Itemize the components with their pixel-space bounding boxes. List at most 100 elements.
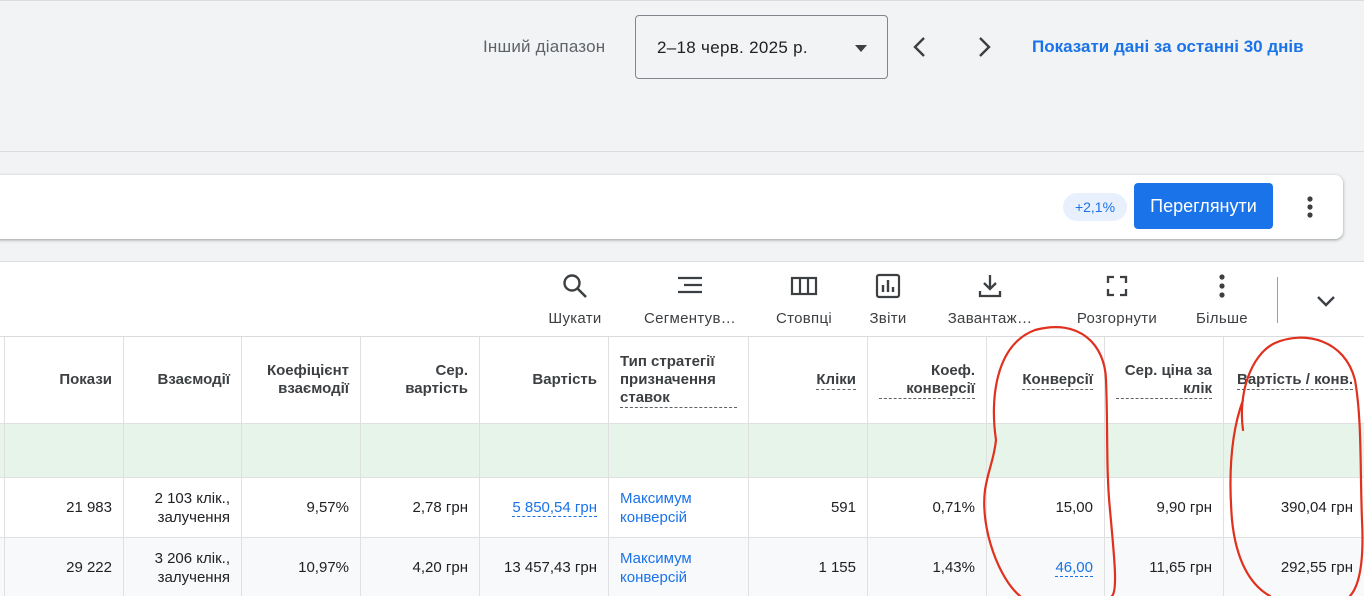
toolbar-divider (1277, 277, 1278, 323)
bid-strategy-cell: Максимум конверсій (609, 478, 749, 537)
header-conversions[interactable]: Конверсії (987, 337, 1105, 423)
table-toolbar: Шукати Сегментув… Стовпці Звіти Завантаж… (0, 261, 1364, 337)
total-cell (868, 424, 987, 477)
clicks-cell: 591 (749, 478, 868, 537)
expand-tool-button[interactable]: Розгорнути (1070, 272, 1164, 332)
download-tool-label: Завантаж… (947, 310, 1033, 327)
dropdown-arrow-icon (855, 45, 867, 52)
total-row (0, 424, 1364, 478)
date-range-value: 2–18 черв. 2025 р. (657, 38, 808, 57)
header-interaction-rate[interactable]: Коефіцієнт взаємодії (242, 337, 361, 423)
row-spacer (0, 478, 5, 537)
conversions-cell: 15,00 (987, 478, 1105, 537)
reports-tool-label: Звіти (869, 310, 907, 327)
header-cost-per-conv-label: Вартість / конв. (1237, 370, 1353, 390)
chevron-right-icon (979, 37, 991, 57)
campaign-table: Покази Взаємодії Коефіцієнт взаємодії Се… (0, 337, 1364, 596)
row-spacer (0, 538, 5, 596)
expand-tool-label: Розгорнути (1076, 310, 1158, 327)
chevron-down-icon (1317, 296, 1335, 307)
collapse-toggle-button[interactable] (1312, 287, 1340, 315)
total-cell (480, 424, 609, 477)
reports-tool-button[interactable]: Звіти (864, 272, 912, 332)
columns-tool-button[interactable]: Стовпці (771, 272, 837, 332)
cost-cell: 13 457,43 грн (480, 538, 609, 596)
previous-period-button[interactable] (904, 31, 936, 63)
total-cell (242, 424, 361, 477)
header-cost-label: Вартість (532, 371, 597, 388)
recommendation-card: +2,1% Переглянути (0, 175, 1343, 239)
impressions-cell: 21 983 (5, 478, 124, 537)
conversions-link[interactable]: 46,00 (1055, 558, 1093, 577)
fullscreen-icon (1106, 275, 1128, 297)
table-row: 29 222 3 206 клік., залучення 10,97% 4,2… (0, 538, 1364, 596)
more-vert-icon (1219, 274, 1225, 298)
header-clicks[interactable]: Кліки (749, 337, 868, 423)
total-cell (987, 424, 1105, 477)
header-avg-cpc-label: Сер. ціна за клік (1116, 362, 1212, 399)
header-cost[interactable]: Вартість (480, 337, 609, 423)
avg-cost-cell: 4,20 грн (361, 538, 480, 596)
date-range-select[interactable]: 2–18 черв. 2025 р. (635, 15, 888, 79)
header-avg-cost[interactable]: Сер. вартість (361, 337, 480, 423)
header-interaction-rate-label: Коефіцієнт взаємодії (266, 362, 349, 397)
search-icon (563, 274, 587, 298)
conv-rate-cell: 1,43% (868, 538, 987, 596)
more-tool-label: Більше (1196, 310, 1248, 327)
conversions-cell: 46,00 (987, 538, 1105, 596)
header-interactions-label: Взаємодії (157, 371, 231, 388)
more-tool-button[interactable]: Більше (1192, 272, 1252, 332)
segment-icon (678, 276, 702, 294)
next-period-button[interactable] (968, 31, 1000, 63)
total-cell (609, 424, 749, 477)
segment-tool-label: Сегментув… (643, 310, 737, 327)
total-cell (1105, 424, 1224, 477)
search-tool-label: Шукати (548, 310, 602, 327)
header-spacer (0, 337, 5, 423)
header-clicks-label: Кліки (816, 370, 856, 390)
bid-strategy-cell: Максимум конверсій (609, 538, 749, 596)
header-cost-per-conv[interactable]: Вартість / конв. (1224, 337, 1364, 423)
search-tool-button[interactable]: Шукати (543, 272, 607, 332)
columns-icon (790, 276, 818, 296)
header-avg-cpc[interactable]: Сер. ціна за клік (1105, 337, 1224, 423)
date-range-bar: Інший діапазон 2–18 черв. 2025 р. Показа… (0, 0, 1364, 152)
avg-cpc-cell: 11,65 грн (1105, 538, 1224, 596)
date-range-label: Інший діапазон (483, 37, 606, 56)
total-cell (0, 424, 5, 477)
more-options-button[interactable] (1295, 192, 1325, 222)
clicks-cell: 1 155 (749, 538, 868, 596)
header-avg-cost-label: Сер. вартість (405, 362, 468, 397)
table-row: 21 983 2 103 клік., залучення 9,57% 2,78… (0, 478, 1364, 538)
cost-link[interactable]: 5 850,54 грн (512, 498, 597, 517)
total-cell (361, 424, 480, 477)
more-vert-icon (1307, 196, 1313, 218)
conv-rate-cell: 0,71% (868, 478, 987, 537)
total-cell (124, 424, 242, 477)
interaction-rate-cell: 10,97% (242, 538, 361, 596)
impressions-cell: 29 222 (5, 538, 124, 596)
download-tool-button[interactable]: Завантаж… (940, 272, 1040, 332)
bid-strategy-link[interactable]: Максимум конверсій (620, 549, 692, 586)
header-impressions[interactable]: Покази (5, 337, 124, 423)
table-header-row: Покази Взаємодії Коефіцієнт взаємодії Се… (0, 337, 1364, 424)
bid-strategy-link[interactable]: Максимум конверсій (620, 489, 692, 526)
header-conv-rate[interactable]: Коеф. конверсії (868, 337, 987, 423)
header-bid-strategy[interactable]: Тип стратегії призначення ставок (609, 337, 749, 423)
reports-icon (875, 273, 901, 299)
change-percent-chip: +2,1% (1063, 193, 1127, 221)
chevron-left-icon (913, 37, 925, 57)
cost-cell: 5 850,54 грн (480, 478, 609, 537)
avg-cpc-cell: 9,90 грн (1105, 478, 1224, 537)
interactions-cell: 2 103 клік., залучення (124, 478, 242, 537)
header-conv-rate-label: Коеф. конверсії (879, 362, 975, 399)
view-button[interactable]: Переглянути (1134, 183, 1273, 229)
segment-tool-button[interactable]: Сегментув… (640, 272, 740, 332)
total-cell (749, 424, 868, 477)
show-last-30-days-link[interactable]: Показати дані за останні 30 днів (1032, 37, 1304, 56)
interaction-rate-cell: 9,57% (242, 478, 361, 537)
avg-cost-cell: 2,78 грн (361, 478, 480, 537)
header-interactions[interactable]: Взаємодії (124, 337, 242, 423)
cost-per-conv-cell: 292,55 грн (1280, 559, 1353, 576)
